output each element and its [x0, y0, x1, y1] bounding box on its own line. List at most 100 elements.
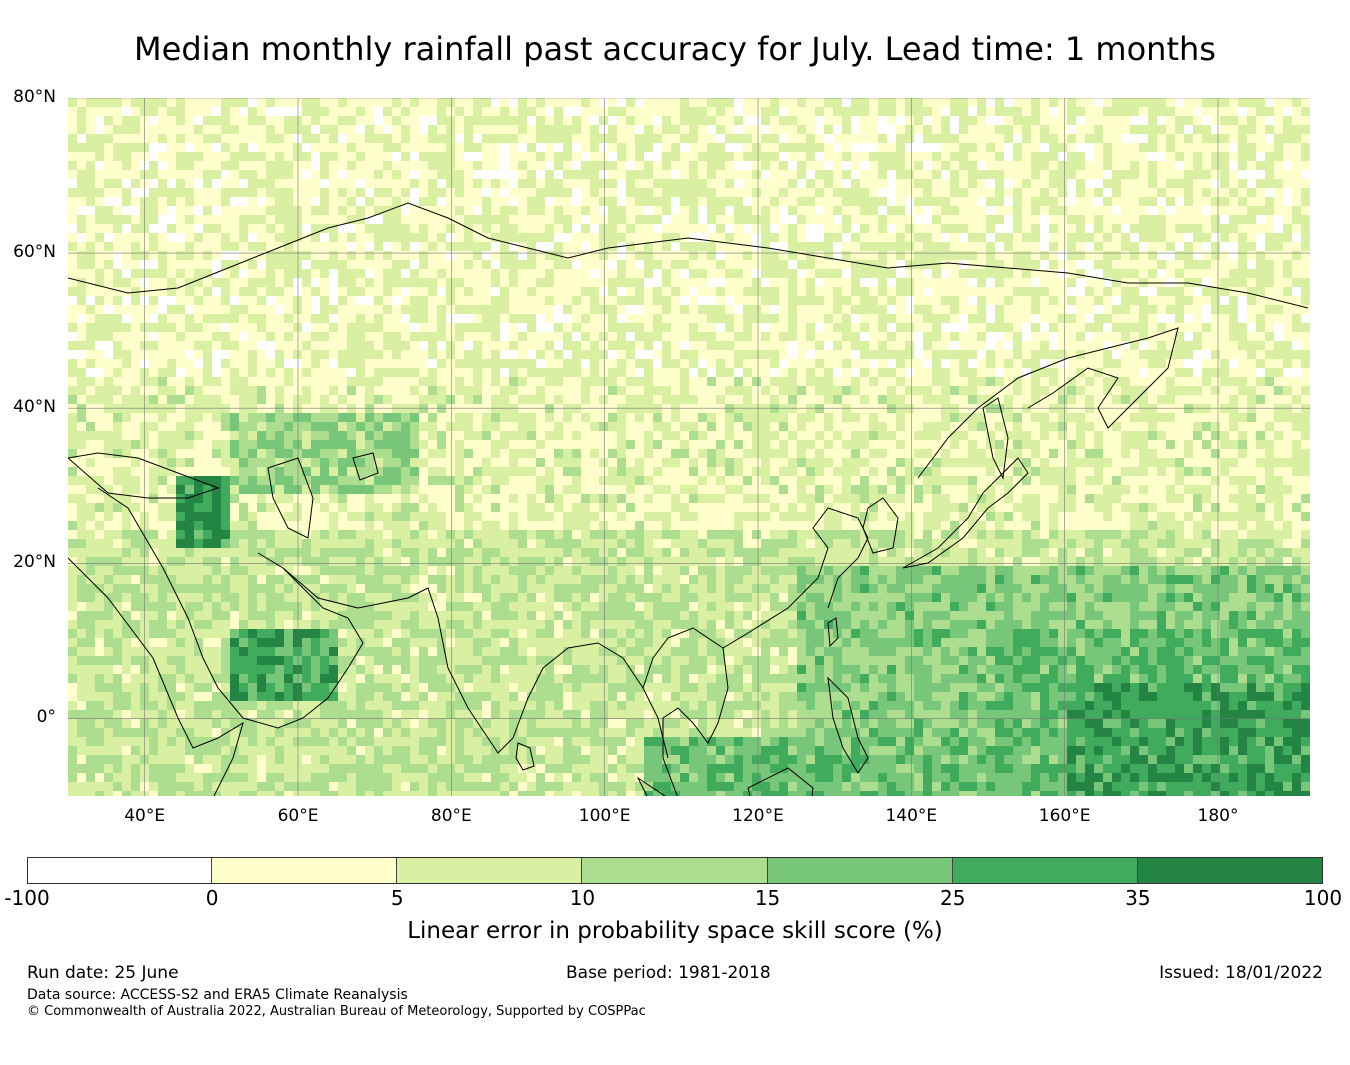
skill-cell: [1139, 386, 1148, 395]
skill-cell: [563, 305, 572, 314]
skill-cell: [203, 197, 212, 206]
skill-cell: [1265, 305, 1274, 314]
skill-cell: [230, 242, 239, 251]
skill-cell: [167, 386, 176, 395]
skill-cell: [266, 377, 275, 386]
skill-cell: [158, 305, 167, 314]
skill-cell: [734, 341, 743, 350]
skill-cell: [608, 305, 617, 314]
skill-cell: [1130, 233, 1139, 242]
skill-cell: [959, 179, 968, 188]
skill-cell: [1112, 215, 1121, 224]
skill-cell: [1175, 359, 1184, 368]
skill-cell: [212, 314, 221, 323]
skill-cell: [509, 323, 518, 332]
skill-cell: [257, 287, 266, 296]
skill-cell: [293, 341, 302, 350]
skill-cell: [1256, 314, 1265, 323]
skill-cell: [572, 206, 581, 215]
skill-cell: [887, 242, 896, 251]
skill-cell: [518, 116, 527, 125]
skill-cell: [464, 152, 473, 161]
skill-cell: [491, 350, 500, 359]
skill-score-map: [68, 98, 1310, 796]
skill-cell: [995, 305, 1004, 314]
skill-cell: [806, 278, 815, 287]
skill-cell: [734, 305, 743, 314]
skill-cell: [698, 296, 707, 305]
skill-cell: [500, 107, 509, 116]
skill-cell: [1283, 368, 1292, 377]
skill-cell: [1265, 233, 1274, 242]
skill-cell: [590, 359, 599, 368]
skill-cell: [1193, 107, 1202, 116]
skill-cell: [878, 134, 887, 143]
skill-cell: [95, 386, 104, 395]
skill-cell: [662, 143, 671, 152]
skill-cell: [671, 251, 680, 260]
skill-cell: [1229, 278, 1238, 287]
skill-cell: [1112, 287, 1121, 296]
skill-cell: [203, 395, 212, 404]
skill-cell: [302, 413, 311, 422]
skill-cell: [770, 152, 779, 161]
skill-cell: [707, 359, 716, 368]
skill-cell: [1130, 98, 1139, 107]
skill-cell: [356, 98, 365, 107]
skill-cell: [77, 251, 86, 260]
skill-cell: [1013, 305, 1022, 314]
skill-cell: [1031, 260, 1040, 269]
skill-cell: [860, 332, 869, 341]
skill-cell: [104, 341, 113, 350]
skill-cell: [590, 98, 599, 107]
skill-cell: [806, 305, 815, 314]
skill-cell: [851, 368, 860, 377]
skill-cell: [473, 197, 482, 206]
skill-cell: [1175, 377, 1184, 386]
skill-cell: [590, 179, 599, 188]
skill-cell: [635, 278, 644, 287]
skill-cell: [842, 395, 851, 404]
skill-cell: [959, 269, 968, 278]
skill-cell: [500, 386, 509, 395]
skill-cell: [1067, 206, 1076, 215]
skill-cell: [500, 287, 509, 296]
skill-cell: [1274, 314, 1283, 323]
skill-cell: [554, 305, 563, 314]
skill-cell: [1175, 260, 1184, 269]
skill-cell: [824, 251, 833, 260]
skill-cell: [1004, 116, 1013, 125]
skill-cell: [833, 242, 842, 251]
skill-cell: [293, 197, 302, 206]
skill-cell: [176, 197, 185, 206]
skill-cell: [743, 125, 752, 134]
skill-cell: [788, 305, 797, 314]
skill-cell: [788, 413, 797, 422]
skill-cell: [392, 125, 401, 134]
skill-cell: [995, 350, 1004, 359]
skill-cell: [716, 107, 725, 116]
skill-cell: [311, 314, 320, 323]
skill-cell: [149, 170, 158, 179]
skill-cell: [221, 296, 230, 305]
skill-cell: [662, 170, 671, 179]
skill-cell: [941, 251, 950, 260]
skill-cell: [554, 233, 563, 242]
skill-cell: [833, 386, 842, 395]
skill-cell: [500, 368, 509, 377]
skill-cell: [941, 215, 950, 224]
skill-cell: [1121, 395, 1130, 404]
skill-cell: [230, 125, 239, 134]
skill-cell: [437, 161, 446, 170]
skill-cell: [1076, 233, 1085, 242]
skill-cell: [419, 287, 428, 296]
skill-cell: [131, 413, 140, 422]
skill-cell: [572, 233, 581, 242]
skill-cell: [275, 197, 284, 206]
skill-cell: [860, 314, 869, 323]
skill-cell: [266, 413, 275, 422]
skill-cell: [698, 359, 707, 368]
skill-cell: [698, 98, 707, 107]
skill-cell: [743, 224, 752, 233]
skill-cell: [743, 260, 752, 269]
